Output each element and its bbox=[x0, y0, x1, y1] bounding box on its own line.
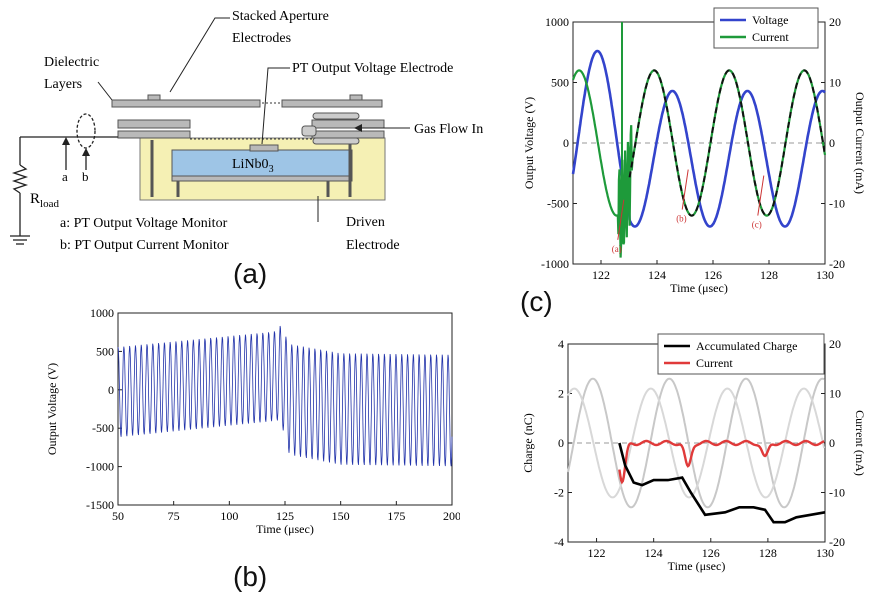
annotation-arrow bbox=[757, 175, 765, 216]
legend-label: Voltage bbox=[752, 13, 788, 27]
y-tick-label: 2 bbox=[558, 387, 564, 401]
legend-label: Accumulated Charge bbox=[696, 339, 797, 353]
y-tick-label: 1000 bbox=[90, 306, 114, 320]
x-tick-label: 126 bbox=[704, 268, 722, 282]
annotation-arrow bbox=[617, 199, 625, 240]
y2-tick-label: 20 bbox=[829, 337, 841, 351]
chart-b: 50 75 100 125 150 175 200 -1500 -1000 -500 0 500 100… bbox=[45, 306, 460, 536]
bg-voltage-trace bbox=[567, 377, 825, 509]
x-tick-label: 130 bbox=[816, 268, 834, 282]
panel-label-b: (b) bbox=[233, 561, 268, 592]
annotation-arrow bbox=[681, 169, 689, 210]
plate-left-3 bbox=[117, 130, 191, 139]
x-tick-label: 122 bbox=[588, 546, 606, 560]
y-tick-label: -500 bbox=[92, 421, 114, 435]
y-tick-label: -500 bbox=[547, 197, 569, 211]
current-line bbox=[618, 439, 825, 485]
x-tick-label: 200 bbox=[443, 509, 460, 523]
y2-tick-label: 0 bbox=[829, 136, 835, 150]
legend-box bbox=[657, 333, 825, 375]
bg-current-trace bbox=[567, 387, 826, 499]
plate-left-2 bbox=[117, 119, 191, 129]
dielectric-label-2: Layers bbox=[44, 77, 82, 92]
label-a: a bbox=[62, 169, 68, 184]
plate-right-3 bbox=[311, 130, 385, 139]
y2-tick-label: 10 bbox=[829, 76, 841, 90]
x-tick-label: 128 bbox=[760, 268, 778, 282]
y2-tick-label: -20 bbox=[829, 257, 845, 271]
driven-label-1: Driven bbox=[346, 215, 385, 230]
driven-label-2: Electrode bbox=[346, 238, 400, 253]
top-plate-left bbox=[111, 99, 261, 108]
fit-dashed-line bbox=[628, 69, 826, 217]
x-tick-label: 124 bbox=[645, 546, 663, 560]
y-tick-label: 0 bbox=[108, 383, 114, 397]
x-tick-label: 100 bbox=[220, 509, 238, 523]
y-axis-label: Output Voltage (V) bbox=[522, 97, 536, 189]
y2-axis-label: Output Current (mA) bbox=[853, 92, 867, 194]
x-tick-label: 75 bbox=[168, 509, 180, 523]
x-axis-label: Time (μsec) bbox=[670, 281, 728, 295]
legend-box bbox=[713, 7, 819, 49]
current-line bbox=[571, 69, 827, 258]
pt-schematic-diagram: a b Rload LiNb03 Stacked Aperture Electr… bbox=[10, 9, 483, 253]
x-axis-label: Time (μsec) bbox=[256, 522, 314, 536]
y-tick-label: 1000 bbox=[545, 15, 569, 29]
y-axis-label: Output Voltage (V) bbox=[45, 363, 59, 455]
x-tick-label: 125 bbox=[276, 509, 294, 523]
chart-c: 122 124 126 128 130 -1000 -500 0 500 1000 -20 -10 0 1… bbox=[522, 7, 867, 295]
plate-right-2 bbox=[311, 119, 385, 129]
x-tick-label: 126 bbox=[702, 546, 720, 560]
gas-flow-label: Gas Flow In bbox=[414, 122, 483, 137]
legend-label: Current bbox=[752, 30, 789, 44]
annotation-label: (c) bbox=[752, 220, 762, 230]
x-tick-label: 150 bbox=[332, 509, 350, 523]
x-tick-label: 175 bbox=[387, 509, 405, 523]
stacked-label-2: Electrodes bbox=[232, 31, 291, 46]
voltage-trace bbox=[117, 325, 453, 467]
top-plate-right bbox=[281, 99, 383, 108]
legend-label: Current bbox=[696, 356, 733, 370]
y2-tick-label: -20 bbox=[829, 535, 845, 549]
x-tick-label: 128 bbox=[759, 546, 777, 560]
y-tick-label: -4 bbox=[554, 535, 564, 549]
y-tick-label: 0 bbox=[558, 436, 564, 450]
annotation-label: (b) bbox=[676, 214, 687, 224]
x-tick-label: 122 bbox=[592, 268, 610, 282]
x-tick-label: 50 bbox=[112, 509, 124, 523]
dielectric-label-1: Dielectric bbox=[44, 55, 99, 70]
y-axis-label: Charge (nC) bbox=[521, 413, 535, 472]
y-tick-label: -1000 bbox=[541, 257, 569, 271]
y-tick-label: -2 bbox=[554, 486, 564, 500]
y-tick-label: 0 bbox=[563, 136, 569, 150]
monitor-a-label: a: PT Output Voltage Monitor bbox=[60, 216, 228, 231]
y-tick-label: 500 bbox=[551, 76, 569, 90]
stacked-label-1: Stacked Aperture bbox=[232, 9, 329, 24]
y2-tick-label: 0 bbox=[829, 436, 835, 450]
y2-tick-label: -10 bbox=[829, 197, 845, 211]
y2-tick-label: -10 bbox=[829, 486, 845, 500]
label-b: b bbox=[82, 169, 89, 184]
y2-axis-label: Current (mA) bbox=[853, 410, 867, 476]
y-tick-label: 4 bbox=[558, 337, 564, 351]
y-tick-label: 500 bbox=[96, 344, 114, 358]
pt-output-label: PT Output Voltage Electrode bbox=[292, 61, 453, 76]
y-tick-label: -1000 bbox=[86, 460, 114, 474]
panel-label-a: (a) bbox=[233, 258, 268, 289]
accumulated-charge-line bbox=[618, 442, 826, 524]
monitor-b-label: b: PT Output Current Monitor bbox=[60, 238, 229, 253]
x-tick-label: 130 bbox=[816, 546, 834, 560]
driven-electrode-plate bbox=[171, 175, 353, 182]
pt-output-electrode bbox=[249, 144, 279, 152]
panel-label-c: (c) bbox=[520, 286, 553, 317]
x-tick-label: 124 bbox=[648, 268, 666, 282]
y2-tick-label: 20 bbox=[829, 15, 841, 29]
y2-tick-label: 10 bbox=[829, 387, 841, 401]
annotation-label: (a) bbox=[612, 244, 622, 254]
y-tick-label: -1500 bbox=[86, 498, 114, 512]
crystal-label: LiNb03 bbox=[232, 157, 274, 175]
x-axis-label: Time (μsec) bbox=[668, 559, 726, 573]
rload-label: Rload bbox=[30, 191, 59, 210]
